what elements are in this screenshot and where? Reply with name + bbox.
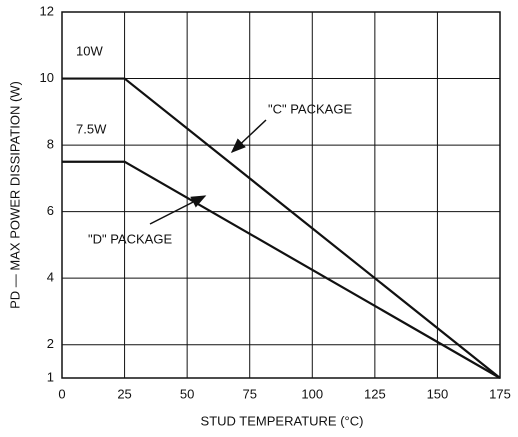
annotation: "C" PACKAGE bbox=[268, 101, 352, 116]
y-tick-label: 2 bbox=[47, 336, 54, 351]
x-tick-label: 75 bbox=[242, 386, 256, 401]
x-tick-label: 150 bbox=[427, 386, 449, 401]
x-tick-label: 100 bbox=[301, 386, 323, 401]
series-line bbox=[62, 160, 501, 379]
x-axis-label: STUD TEMPERATURE (°C) bbox=[201, 413, 364, 428]
x-tick-label: 0 bbox=[58, 386, 65, 401]
y-tick-label: 8 bbox=[47, 137, 54, 152]
x-tick-label: 125 bbox=[364, 386, 386, 401]
annotation: 10W bbox=[76, 43, 103, 58]
annotation: "D" PACKAGE bbox=[88, 231, 172, 246]
y-tick-label: 4 bbox=[47, 270, 54, 285]
annotation: 7.5W bbox=[76, 121, 107, 136]
x-tick-label: 175 bbox=[489, 386, 511, 401]
arrow bbox=[230, 119, 267, 154]
arrow bbox=[149, 195, 207, 225]
x-tick-label: 50 bbox=[180, 386, 194, 401]
y-tick-label: 6 bbox=[47, 203, 54, 218]
y-tick-label: 10 bbox=[40, 70, 54, 85]
y-axis-label: PD — MAX POWER DISSIPATION (W) bbox=[7, 81, 22, 309]
y-tick-label: 1 bbox=[47, 369, 54, 384]
x-tick-label: 25 bbox=[117, 386, 131, 401]
series-line bbox=[62, 77, 501, 379]
y-tick-label: 12 bbox=[40, 3, 54, 18]
plot-frame bbox=[61, 11, 501, 379]
